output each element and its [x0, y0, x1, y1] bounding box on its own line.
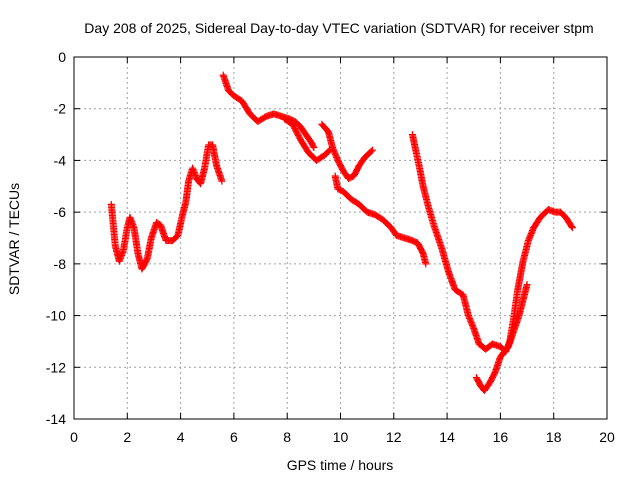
- data-point: [309, 142, 317, 150]
- x-tick-label: 18: [546, 429, 562, 445]
- data-point: [310, 144, 318, 151]
- y-tick-label: -12: [46, 359, 66, 375]
- y-tick-label: -6: [54, 204, 67, 220]
- y-tick-labels: 0 -2 -4 -6 -8 -10 -12 -14: [46, 49, 66, 427]
- x-tick-label: 20: [599, 429, 615, 445]
- y-axis-label: SDTVAR / TECUs: [6, 183, 22, 295]
- data-point: [325, 147, 333, 155]
- y-tick-label: 0: [58, 49, 66, 65]
- x-tick-label: 8: [283, 429, 291, 445]
- x-tick-label: 10: [333, 429, 349, 445]
- x-tick-label: 6: [230, 429, 238, 445]
- y-tick-label: -14: [46, 411, 66, 427]
- x-tick-label: 12: [386, 429, 402, 445]
- data-point: [367, 147, 375, 155]
- data-point: [368, 146, 376, 154]
- y-tick-label: -10: [46, 308, 66, 324]
- x-tick-labels: 0 2 4 6 8 10 12 14 16 18 20: [70, 429, 615, 445]
- axis-ticks: [73, 56, 608, 420]
- x-axis-label: GPS time / hours: [287, 457, 394, 473]
- x-tick-label: 2: [123, 429, 131, 445]
- x-tick-label: 4: [177, 429, 185, 445]
- data-point: [422, 260, 430, 268]
- x-tick-label: 14: [439, 429, 455, 445]
- data-point: [568, 222, 576, 230]
- data-markers: [107, 71, 576, 395]
- y-tick-label: -8: [54, 256, 67, 272]
- x-tick-label: 16: [493, 429, 509, 445]
- y-tick-label: -2: [54, 101, 67, 117]
- data-point: [218, 177, 226, 185]
- data-point: [523, 281, 531, 289]
- data-point: [568, 224, 576, 232]
- chart-title: Day 208 of 2025, Sidereal Day-to-day VTE…: [84, 20, 593, 36]
- x-tick-label: 0: [70, 429, 78, 445]
- y-tick-label: -4: [54, 152, 67, 168]
